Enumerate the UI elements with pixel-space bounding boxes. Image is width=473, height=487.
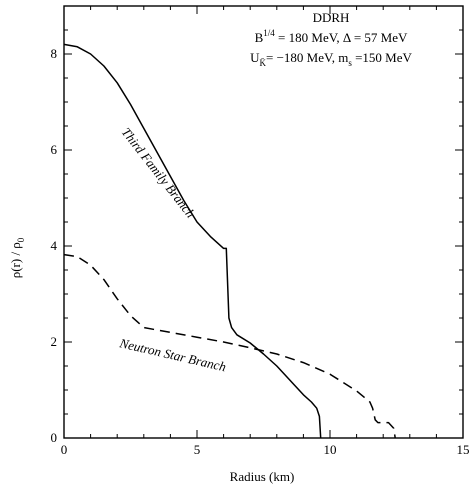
x-tick-label: 5 [194, 442, 201, 457]
y-tick-label: 0 [51, 430, 58, 445]
x-tick-label: 15 [457, 442, 470, 457]
y-tick-label: 4 [51, 238, 58, 253]
y-tick-label: 2 [51, 334, 58, 349]
label-third-family-branch: Third Family Branch [119, 125, 199, 221]
annotation-model: DDRH [313, 10, 350, 25]
curves [63, 43, 396, 439]
y-axis-title: ρ(r) / ρ0 [8, 237, 26, 278]
y-tick-label: 8 [51, 46, 58, 61]
x-tick-label: 0 [61, 442, 68, 457]
tick-labels: 0 5 10 15 0 2 4 6 8 [51, 46, 470, 457]
x-tick-label: 10 [324, 442, 337, 457]
y-tick-label: 6 [51, 142, 58, 157]
series-third-family-branch [63, 43, 322, 439]
x-axis-title: Radius (km) [230, 469, 295, 484]
axis-ticks [63, 5, 464, 439]
series-neutron-star-branch [63, 253, 396, 439]
annotation-params-2: UK̄= −180 MeV, ms =150 MeV [250, 50, 412, 68]
plot-frame [63, 5, 464, 439]
label-neutron-star-branch: Neutron Star Branch [117, 335, 227, 374]
annotation-params-1: B1/4 = 180 MeV, Δ = 57 MeV [255, 28, 408, 45]
